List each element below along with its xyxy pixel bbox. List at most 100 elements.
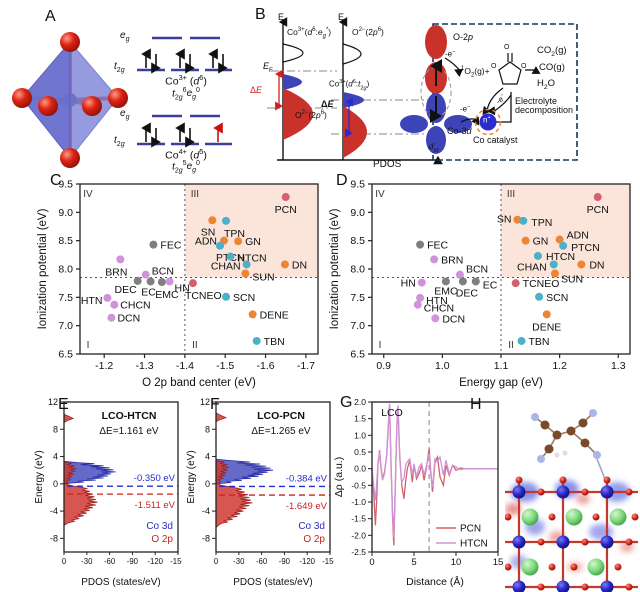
- HN-point: [417, 278, 426, 287]
- y-tick-label: 0: [205, 479, 210, 489]
- quadrant-label: I: [379, 340, 382, 351]
- y-tick-label: 9.5: [350, 179, 365, 191]
- panel-label-E: E: [58, 396, 69, 413]
- DCN-label: DCN: [442, 313, 465, 325]
- data-points: PCNSNTPNADNGNPTCNHTCNCHANDNSUNFECBRNBCND…: [81, 193, 307, 348]
- panel-B: B: [233, 0, 593, 172]
- y-axis-label: Ionization potential (eV): [329, 208, 341, 329]
- BCN-point: [141, 270, 150, 279]
- EMC-point: [441, 277, 450, 286]
- SCN-point: [535, 292, 544, 301]
- pdos-chart-E: 0 -30 -60 -90 -120 -150 12 8 4 0 -4 -8 LCO-HTCN ΔE=1.…: [32, 392, 182, 592]
- quadrant-label: I: [87, 340, 90, 351]
- x-tick-label: 1.0: [435, 360, 450, 372]
- x-tick-label: -1.5: [216, 360, 234, 372]
- plot-frame: [63, 401, 179, 553]
- plot-title: LCO-PCN: [257, 410, 305, 422]
- CHCN-label: CHCN: [120, 300, 150, 312]
- x-tick-label: -150: [170, 557, 182, 566]
- SN-point: [208, 216, 217, 225]
- y-tick-label: 2.0: [354, 397, 366, 407]
- co-3d-dos-band: [215, 458, 274, 485]
- co3-energy-levels: [137, 36, 232, 72]
- BCN-point: [455, 270, 464, 279]
- y-tick-label: -4: [50, 506, 58, 516]
- y-axis-label: Energy (eV): [34, 450, 45, 503]
- y-tick-label: 9.0: [58, 207, 73, 219]
- y-tick-label: 4: [205, 452, 210, 462]
- SCN-point: [222, 292, 231, 301]
- TBN-point: [252, 336, 261, 345]
- y-tick-label: -4: [202, 506, 210, 516]
- GN-point: [234, 237, 243, 246]
- EC-label: EC: [483, 279, 498, 291]
- x-tick-label: -90: [279, 557, 291, 566]
- h2o-product-label: H2O: [537, 78, 555, 91]
- x-tick-label: 0.9: [376, 360, 391, 372]
- electron-label-1: -e−: [445, 49, 456, 59]
- co-3d-dos-band: [63, 460, 116, 486]
- band-schematic-graphic: [267, 17, 578, 165]
- carbonate-ring: [498, 53, 522, 85]
- x-tick-label: -120: [147, 557, 163, 566]
- CHAN-point: [549, 260, 558, 269]
- y-tick-label: 12: [48, 397, 58, 407]
- DENE-point: [542, 310, 551, 319]
- HN-point: [165, 277, 174, 286]
- y-tick-label: 7.0: [350, 320, 365, 332]
- x-tick-label: -1.3: [135, 360, 153, 372]
- SCN-label: SCN: [233, 292, 255, 304]
- CHAN-point: [242, 260, 251, 269]
- x-tick-label: -1.4: [176, 360, 194, 372]
- co4-title: Co4+ (d5): [165, 147, 207, 162]
- y-tick-label: -2.0: [351, 530, 366, 540]
- t2g-label-2: t2g: [114, 135, 125, 148]
- DCN-label: DCN: [117, 313, 140, 325]
- y-tick-label: 7.5: [350, 292, 365, 304]
- CHCN-point: [110, 300, 119, 309]
- x-tick-label: -150: [322, 557, 334, 566]
- line-chart-G: 0 5 10 15 2.0 1.5 1.0 0.5 0.0 -0.5 -1.0 -1.5 -2.0 -2.…: [332, 392, 504, 592]
- co3-title: Co3+ (d6): [165, 73, 207, 88]
- quadrant-III-shade: [184, 184, 318, 278]
- x-axis-label: O 2p band center (eV): [142, 377, 256, 389]
- co2-product-label: CO2(g): [537, 45, 567, 58]
- BRN-label: BRN: [441, 254, 463, 266]
- y-tick-label: 6.5: [350, 349, 365, 361]
- catalyst-dashed-circle: [474, 108, 502, 136]
- t2g-band: [283, 74, 302, 90]
- DENE-point: [248, 310, 257, 319]
- x-tick-label: -60: [256, 557, 268, 566]
- EMC-label: EMC: [155, 289, 179, 301]
- o2p-orbital-label: O-2p: [453, 32, 474, 42]
- x-tick-label: 1.2: [552, 360, 567, 372]
- GN-label: GN: [245, 236, 261, 248]
- x-axis-label: Distance (Å): [406, 575, 464, 588]
- x-tick-label: 15: [493, 557, 504, 568]
- ring-oxygen-label-left: O: [491, 63, 497, 70]
- x-tick-label: 0: [214, 557, 219, 566]
- co3d-orbital-lobe: [444, 115, 472, 133]
- x-tick-label: -1.2: [95, 360, 113, 372]
- SN-label: SN: [497, 214, 512, 226]
- o2p-center-value: -1.511 eV: [135, 500, 176, 511]
- delta-e-label-black: ΔE: [321, 99, 334, 109]
- carbonyl-oxygen-label: O: [504, 44, 510, 51]
- HTN-label: HTN: [426, 295, 448, 307]
- legend-o-2p: O 2p: [303, 534, 325, 545]
- nitrogen-atom: [593, 451, 601, 459]
- DCN-point: [431, 314, 440, 323]
- SUN-point: [241, 269, 250, 278]
- panel-label-F: F: [210, 396, 220, 413]
- o-2p-dos-band: [215, 412, 253, 529]
- TCNEO-point: [188, 279, 197, 288]
- x-tick-label: -90: [127, 557, 139, 566]
- ADN-label: ADN: [195, 236, 217, 248]
- quadrant-label: II: [508, 340, 514, 351]
- y-tick-label: 1.0: [354, 430, 366, 440]
- nitrogen-atom: [537, 455, 545, 463]
- DCN-point: [107, 313, 116, 322]
- x-tick-label: 0: [369, 557, 374, 568]
- y-tick-label: -1.5: [351, 514, 366, 524]
- scatter-chart-C: -1.2 -1.3 -1.4 -1.5 -1.6 -1.7 6.5 7.0 7.5 8.0 8.5 9…: [34, 174, 326, 392]
